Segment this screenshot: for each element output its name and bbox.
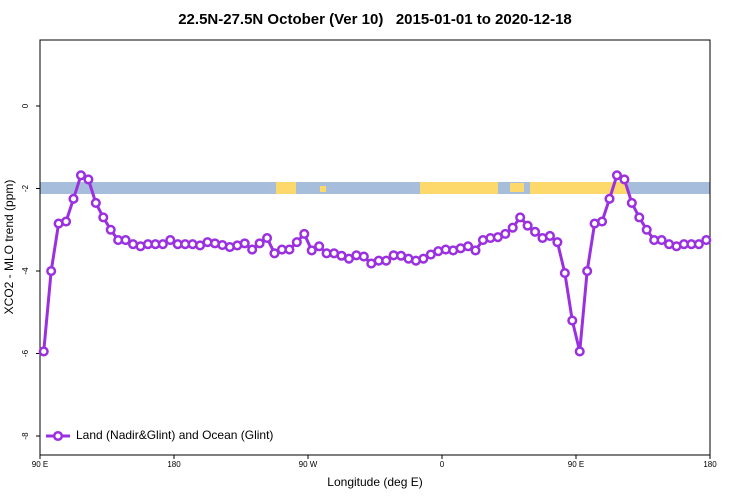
data-point [463, 241, 474, 252]
data-point [38, 346, 49, 357]
data-point [105, 224, 116, 235]
data-point [284, 244, 295, 255]
x-tick-label: 180 [167, 460, 181, 469]
y-tick-label: 0 [21, 103, 30, 108]
land-patch [320, 186, 326, 192]
map-band [40, 182, 710, 194]
data-point [358, 251, 369, 262]
data-point [470, 245, 481, 256]
data-point [291, 237, 302, 248]
data-point [418, 253, 429, 264]
data-point [693, 239, 704, 250]
y-axis-label: XCO2 - MLO trend (ppm) [2, 180, 16, 315]
data-point [381, 255, 392, 266]
data-point [269, 248, 280, 259]
y-tick-label: -6 [21, 349, 30, 357]
y-tick-label: -8 [21, 432, 30, 440]
data-point [239, 238, 250, 249]
data-point [507, 222, 518, 233]
y-tick-label: -4 [21, 267, 30, 275]
data-point [46, 265, 57, 277]
land-patch [420, 182, 498, 194]
data-point [701, 235, 712, 246]
data-point [262, 232, 273, 244]
data-point [530, 226, 541, 237]
data-point [634, 212, 645, 223]
y-tick-label: -2 [21, 184, 30, 192]
data-point [552, 237, 563, 248]
x-tick-label: 0 [440, 460, 445, 469]
data-point [559, 268, 570, 279]
data-point [157, 239, 168, 250]
x-axis-label: Longitude (deg E) [327, 475, 422, 489]
data-point [254, 238, 265, 249]
chart-title: 22.5N-27.5N October (Ver 10) 2015-01-01 … [178, 11, 572, 28]
data-point [247, 244, 258, 255]
data-point [522, 220, 533, 231]
data-point [120, 235, 131, 246]
data-point [500, 228, 511, 239]
land-patch [530, 182, 628, 194]
data-point [75, 170, 86, 181]
data-point [582, 265, 593, 277]
data-point [306, 245, 317, 256]
data-point [597, 216, 608, 227]
data-point [68, 193, 79, 204]
data-point [314, 241, 325, 252]
data-point [515, 212, 526, 223]
land-patch [276, 182, 296, 194]
data-point [544, 230, 555, 241]
data-point [604, 193, 615, 204]
data-point [574, 346, 585, 357]
data-point [61, 216, 72, 227]
data-point [567, 315, 578, 326]
x-tick-label: 180 [703, 460, 717, 469]
x-tick-label: 90 E [32, 460, 48, 469]
data-point [299, 228, 310, 239]
land-patch [510, 183, 524, 192]
legend-label: Land (Nadir&Glint) and Ocean (Glint) [76, 428, 273, 442]
data-point [641, 224, 652, 235]
data-point [90, 197, 101, 208]
data-point [619, 174, 630, 185]
data-point [165, 235, 176, 246]
x-tick-label: 90 W [299, 460, 318, 469]
data-point [656, 235, 667, 246]
data-point [98, 212, 109, 223]
data-point [626, 197, 637, 208]
x-tick-label: 90 E [568, 460, 584, 469]
legend-marker [52, 430, 64, 442]
data-point [83, 174, 94, 185]
data-point [611, 170, 622, 181]
plot-frame [39, 39, 711, 456]
